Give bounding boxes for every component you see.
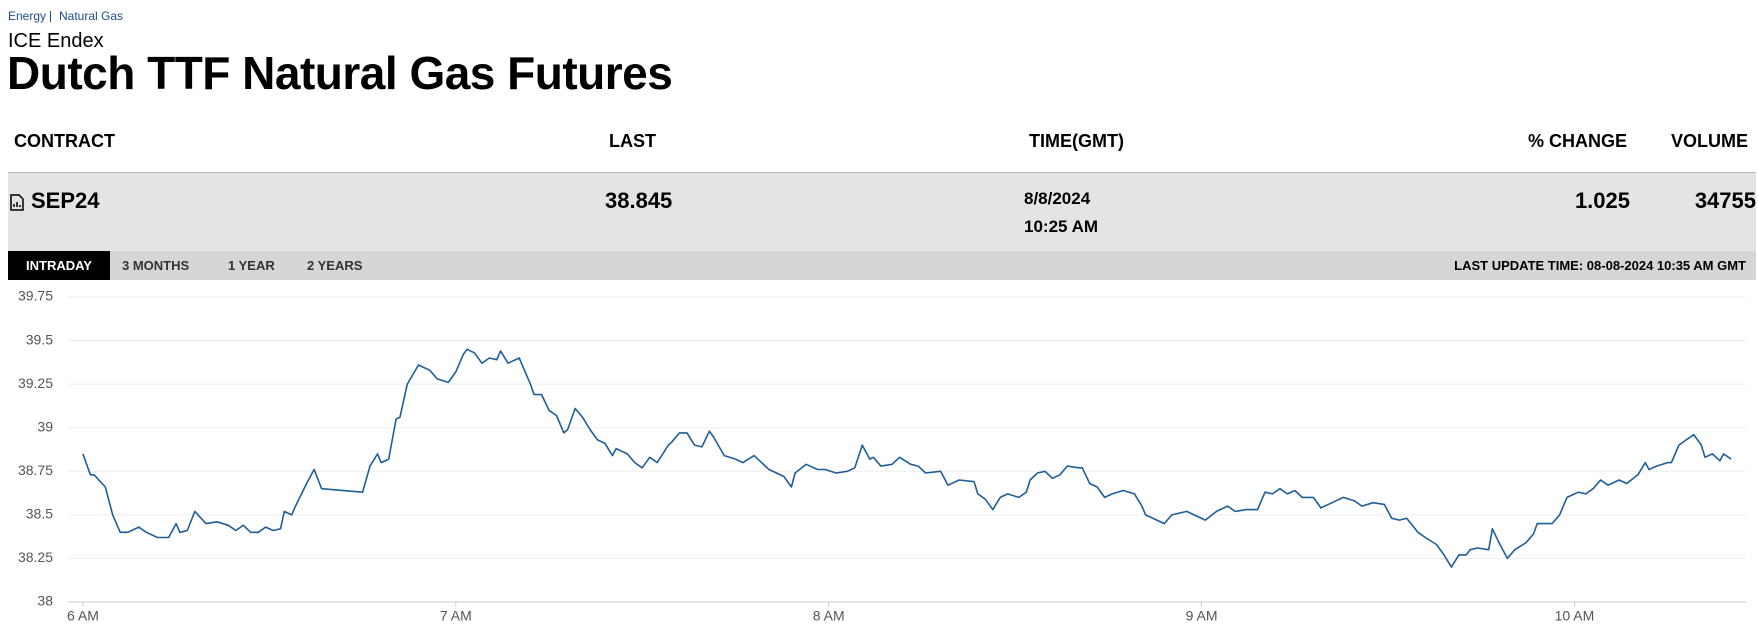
percent-change: 1.025 — [1574, 188, 1630, 213]
column-header: CONTRACT — [14, 131, 115, 151]
x-tick-label: 9 AM — [1186, 608, 1218, 624]
exchange: ICE Endex — [8, 30, 104, 52]
table-row — [8, 172, 1756, 252]
price-line — [82, 348, 1732, 568]
y-tick-label: 39.5 — [26, 331, 53, 347]
x-tick-label: 6 AM — [67, 608, 99, 624]
breadcrumb-separator — [50, 11, 51, 22]
date: 8/8/2024 — [1024, 189, 1091, 208]
x-tick-label: 7 AM — [440, 608, 472, 624]
x-tick-label: 10 AM — [1555, 608, 1595, 624]
breadcrumb-link[interactable]: Energy — [8, 9, 47, 23]
y-tick-label: 38.25 — [18, 549, 53, 565]
tab[interactable]: 2 YEARS — [307, 258, 363, 273]
chart: 38 38.25 38.5 38.75 39 39.25 39.5 39.75 6 AM 7 AM… — [18, 288, 1746, 624]
page-title: Dutch TTF Natural Gas Futures — [7, 47, 673, 99]
tab-bar — [8, 251, 1756, 280]
tab[interactable]: 3 MONTHS — [122, 258, 190, 273]
column-header: % CHANGE — [1527, 131, 1627, 151]
last-price: 38.845 — [605, 188, 673, 213]
y-tick-label: 38.5 — [26, 506, 53, 522]
column-header: VOLUME — [1670, 131, 1748, 151]
time: 10:25 AM — [1024, 217, 1099, 236]
contract[interactable]: SEP24 — [31, 188, 100, 213]
last-update: LAST UPDATE TIME: 08-08-2024 10:35 AM GM… — [1454, 258, 1746, 273]
tab[interactable]: 1 YEAR — [228, 258, 275, 273]
y-tick-label: 38 — [37, 593, 53, 609]
breadcrumb-link[interactable]: Natural Gas — [59, 9, 124, 23]
tab[interactable]: INTRADAY — [8, 251, 110, 280]
column-header: LAST — [609, 131, 656, 151]
y-tick-label: 38.75 — [18, 462, 53, 478]
y-tick-label: 39.25 — [18, 375, 53, 391]
y-tick-label: 39.75 — [18, 288, 53, 304]
volume: 34755 — [1694, 188, 1756, 213]
column-header: TIME(GMT) — [1029, 131, 1124, 151]
contract-icon[interactable] — [10, 194, 24, 211]
x-tick-label: 8 AM — [813, 608, 845, 624]
y-tick-label: 39 — [37, 418, 53, 434]
